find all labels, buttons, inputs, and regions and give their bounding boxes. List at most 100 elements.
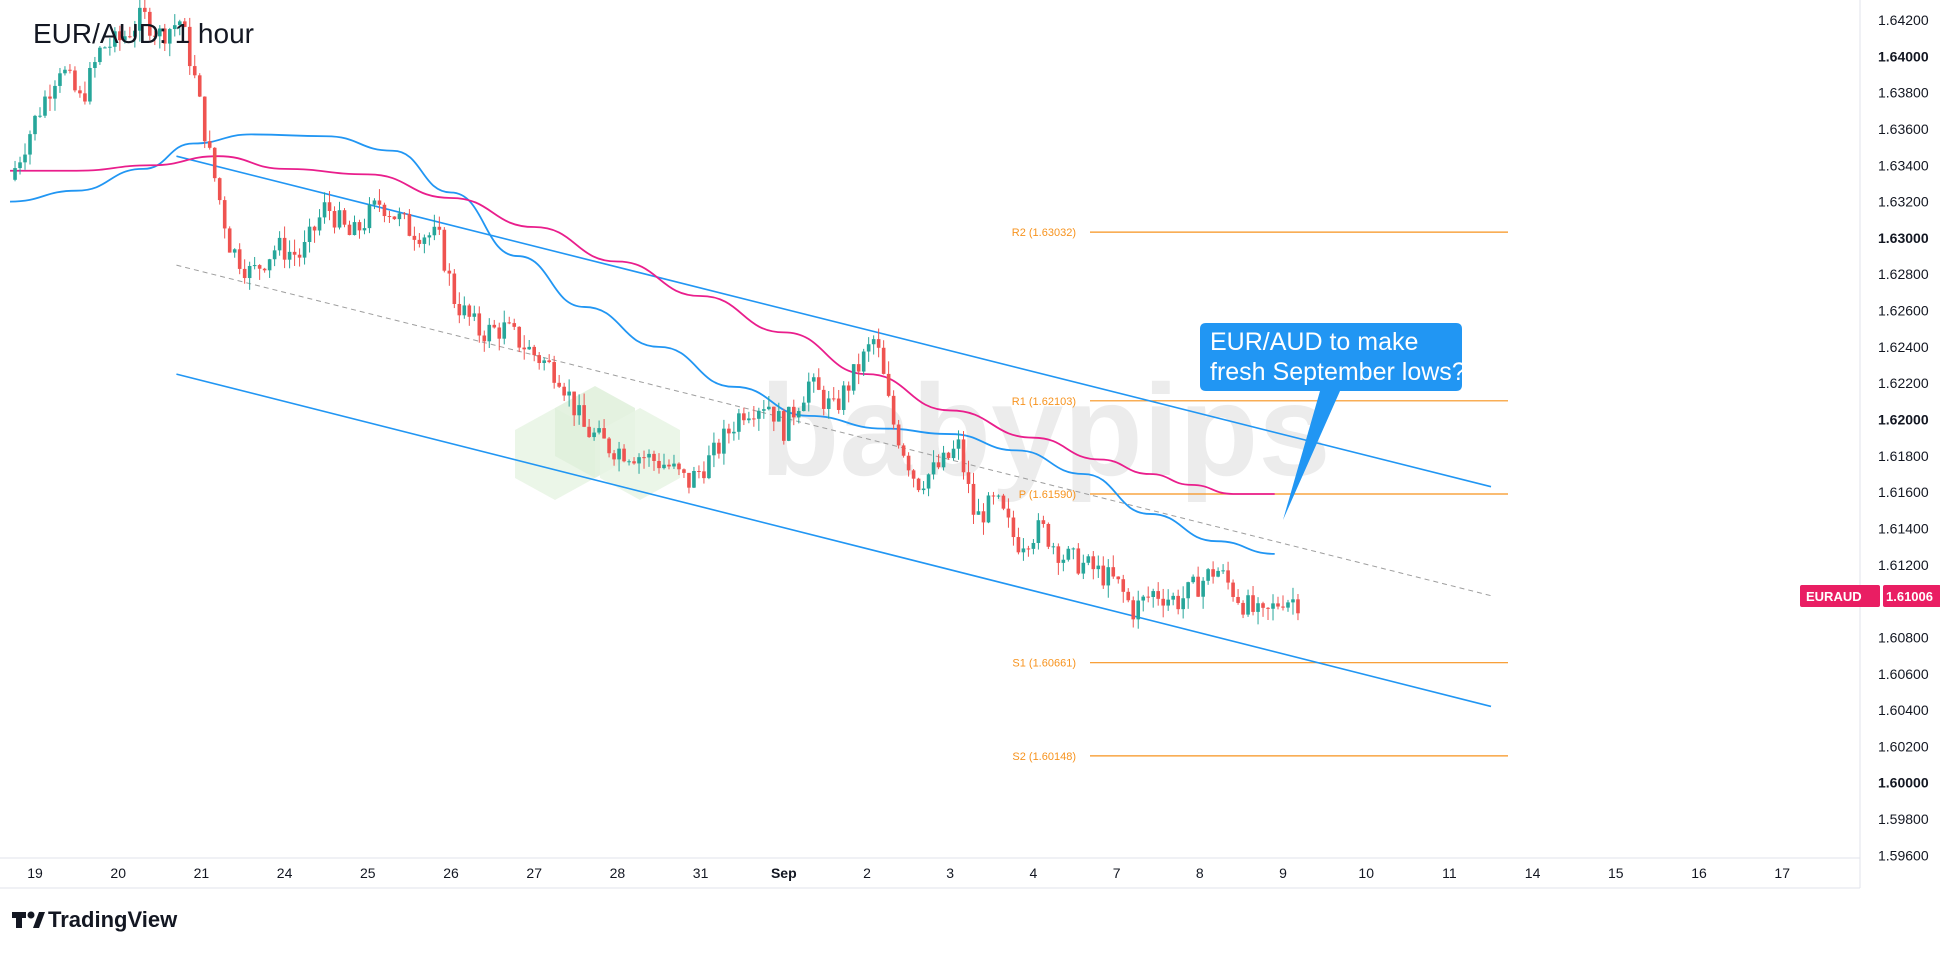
x-tick-label: 3 <box>946 865 954 881</box>
y-tick-label: 1.59600 <box>1878 847 1929 863</box>
candle-body <box>48 96 52 99</box>
y-tick-label: 1.63000 <box>1878 230 1929 246</box>
candle-body <box>1246 595 1250 615</box>
candle-body <box>752 418 756 420</box>
candle-body <box>1196 576 1200 597</box>
y-tick-label: 1.63600 <box>1878 121 1929 137</box>
x-tick-label: 16 <box>1691 865 1707 881</box>
candle-body <box>317 217 322 231</box>
candle-body <box>372 200 377 205</box>
candle-body <box>1181 598 1185 610</box>
candle-body <box>277 237 282 251</box>
candle-body <box>487 324 492 342</box>
candle-body <box>43 96 47 116</box>
candle-body <box>1026 548 1031 550</box>
y-tick-label: 1.62200 <box>1878 375 1929 391</box>
x-tick-label: 26 <box>443 865 459 881</box>
candle-body <box>1266 607 1270 609</box>
candle-body <box>1141 596 1146 601</box>
candle-body <box>392 216 397 220</box>
x-tick-label: 31 <box>693 865 709 881</box>
candle-body <box>767 406 771 410</box>
candle-body <box>118 31 122 41</box>
y-tick-label: 1.60000 <box>1878 775 1929 791</box>
symbol-badge <box>1800 585 1880 607</box>
candle-body <box>1251 595 1255 612</box>
candle-body <box>687 472 691 488</box>
candle-body <box>557 382 561 387</box>
candle-body <box>527 346 532 350</box>
candle-body <box>876 339 881 348</box>
candle-body <box>13 168 17 180</box>
candle-body <box>88 67 92 102</box>
candle-body <box>1091 556 1096 570</box>
x-tick-label: 11 <box>1442 865 1457 881</box>
candle-body <box>242 268 247 279</box>
candle-body <box>227 228 232 253</box>
price-badge <box>1883 585 1940 607</box>
callout-line1: EUR/AUD to make <box>1210 328 1418 356</box>
candle-body <box>607 438 611 454</box>
candle-body <box>1211 569 1215 577</box>
pivot-label: S2 (1.60148) <box>1012 751 1076 763</box>
candle-body <box>1116 576 1121 580</box>
candle-body <box>138 7 142 31</box>
candle-body <box>896 424 901 446</box>
candle-body <box>881 347 886 374</box>
tradingview-logo-dot <box>27 911 35 919</box>
candle-body <box>212 147 217 179</box>
x-tick-label: 19 <box>27 865 43 881</box>
candle-body <box>841 385 846 410</box>
candle-body <box>412 235 417 240</box>
candle-body <box>777 411 781 422</box>
pivot-levels: R2 (1.63032) R1 (1.62103) P (1.61590) S1 (1… <box>1012 227 1508 763</box>
candle-body <box>1031 542 1036 549</box>
candle-body <box>1126 591 1131 601</box>
candle-body <box>1171 595 1175 600</box>
candle-body <box>232 249 237 253</box>
candle-body <box>452 273 457 304</box>
candle-body <box>532 346 536 356</box>
candle-body <box>956 439 961 449</box>
x-tick-label: 17 <box>1774 865 1790 881</box>
candle-body <box>167 29 172 44</box>
candle-body <box>652 453 656 461</box>
trend-channel <box>176 155 1492 708</box>
candle-body <box>1231 582 1235 597</box>
candle-body <box>1226 570 1230 583</box>
candle-body <box>811 377 816 382</box>
candle-body <box>78 90 82 94</box>
candle-body <box>727 428 731 434</box>
x-tick-label: 20 <box>110 865 126 881</box>
candle-body <box>382 204 387 217</box>
candle-body <box>891 395 896 425</box>
candle-body <box>222 200 227 229</box>
candle-body <box>921 488 926 491</box>
x-tick-label: 27 <box>526 865 542 881</box>
candle-body <box>871 339 876 345</box>
candle-body <box>1156 591 1160 599</box>
candle-body <box>292 251 297 255</box>
candle-body <box>757 410 761 419</box>
symbol-label: EURAUD <box>1806 589 1862 604</box>
candle-body <box>417 239 422 244</box>
candle-body <box>187 26 192 67</box>
candle-body <box>682 469 686 473</box>
candle-body <box>63 69 67 74</box>
x-tick-label: 8 <box>1196 865 1204 881</box>
candle-body <box>602 428 606 439</box>
candle-body <box>1176 595 1180 610</box>
candle-body <box>302 241 307 258</box>
candle-body <box>677 463 681 470</box>
candle-body <box>1206 569 1210 581</box>
candle-body <box>1286 602 1290 608</box>
callout: EUR/AUD to make fresh September lows? <box>1200 323 1466 520</box>
candle-body <box>1016 537 1021 553</box>
y-tick-label: 1.60200 <box>1878 738 1929 754</box>
candle-body <box>537 355 541 363</box>
y-tick-label: 1.63200 <box>1878 194 1929 210</box>
candle-body <box>437 226 442 230</box>
candle-body <box>162 28 167 44</box>
candle-body <box>1061 559 1066 563</box>
